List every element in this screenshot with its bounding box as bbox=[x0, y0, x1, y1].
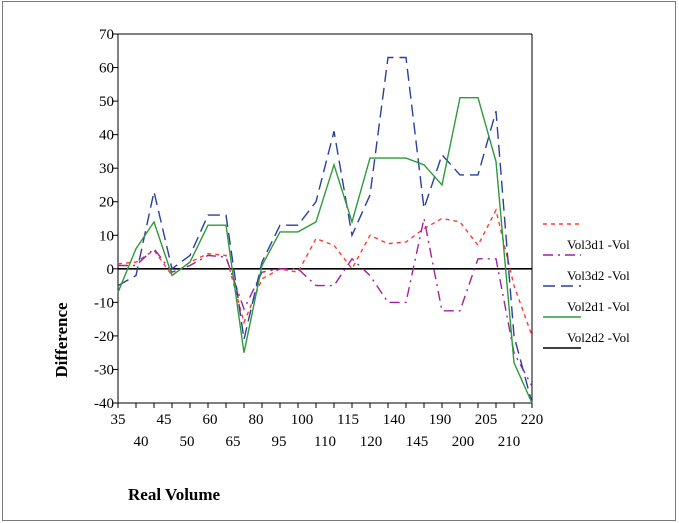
y-tick-label: 10 bbox=[99, 228, 114, 244]
y-tick-label: 30 bbox=[99, 161, 114, 177]
legend-label: Vol2d1 -Vol bbox=[567, 299, 630, 314]
x-tick-label: 50 bbox=[180, 434, 195, 450]
series-line bbox=[118, 218, 533, 387]
x-tick-label: 65 bbox=[226, 434, 241, 450]
x-tick-label: 140 bbox=[383, 412, 406, 428]
x-tick-label: 220 bbox=[521, 412, 544, 428]
x-tick-label: 80 bbox=[249, 412, 264, 428]
y-tick-label: 60 bbox=[99, 61, 114, 77]
series-line bbox=[117, 96, 533, 404]
x-axis-title: Real Volume bbox=[128, 485, 221, 504]
legend-label: Vol3d2 -Vol bbox=[567, 268, 630, 283]
x-tick-label: 205 bbox=[475, 412, 498, 428]
x-tick-label: 45 bbox=[157, 412, 172, 428]
x-tick-label: 145 bbox=[406, 434, 429, 450]
series-line bbox=[117, 208, 533, 337]
x-tick-label: 115 bbox=[337, 412, 359, 428]
y-tick-label: 50 bbox=[99, 94, 114, 110]
x-tick-label: 60 bbox=[203, 412, 218, 428]
y-tick-label: 70 bbox=[99, 27, 114, 43]
x-tick-label: 40 bbox=[134, 434, 149, 450]
y-tick-label: -10 bbox=[94, 295, 114, 311]
x-tick-label: 190 bbox=[429, 412, 452, 428]
y-tick-label: -40 bbox=[94, 396, 114, 412]
y-tick-label: -30 bbox=[94, 362, 114, 378]
x-tick-label: 200 bbox=[452, 434, 475, 450]
y-tick-label: 0 bbox=[107, 262, 115, 278]
x-tick-label: 110 bbox=[314, 434, 336, 450]
legend-label: Vol2d2 -Vol bbox=[567, 330, 630, 345]
x-tick-label: 100 bbox=[291, 412, 314, 428]
y-tick-label: 20 bbox=[99, 195, 114, 211]
legend-label: Vol3d1 -Vol bbox=[567, 237, 630, 252]
series-lines bbox=[117, 56, 533, 404]
legend: Vol3d1 -Vol Vol3d2 -Vol Vol2d1 -Vol Vol2d2 … bbox=[543, 223, 630, 349]
series-line bbox=[117, 56, 533, 404]
x-tick-label: 120 bbox=[360, 434, 383, 450]
x-tick-label: 35 bbox=[111, 412, 126, 428]
x-tick-label: 95 bbox=[272, 434, 287, 450]
x-tick-label: 210 bbox=[498, 434, 521, 450]
y-axis-title: Difference bbox=[52, 302, 71, 378]
y-tick-label: -20 bbox=[94, 329, 114, 345]
y-tick-label: 40 bbox=[99, 128, 114, 144]
